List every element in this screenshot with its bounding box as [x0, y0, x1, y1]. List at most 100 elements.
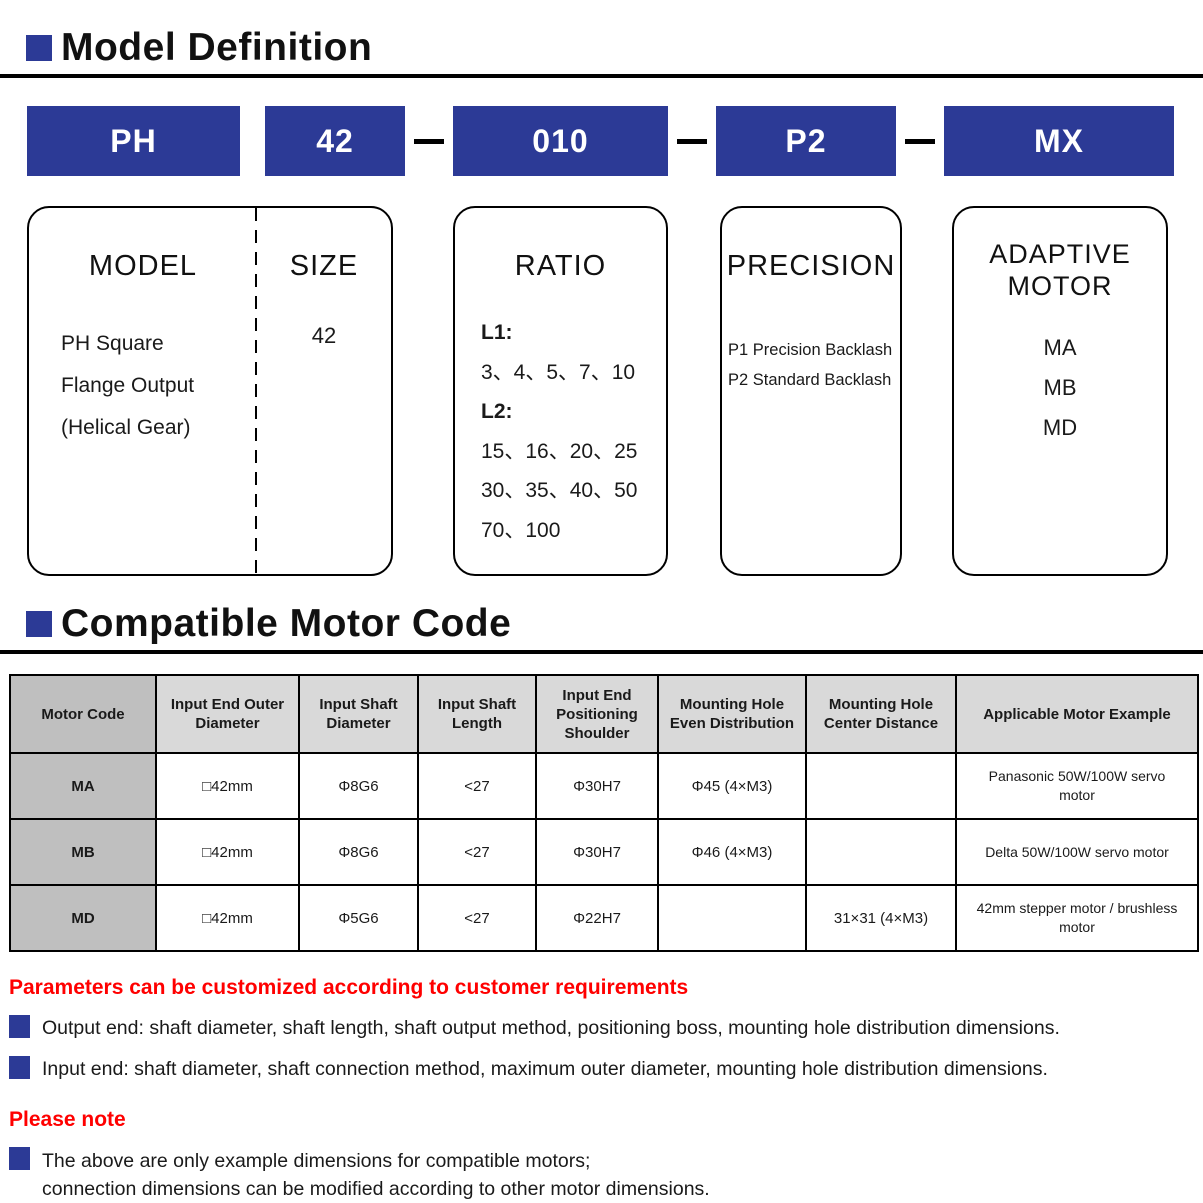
- size-column-title: SIZE: [289, 250, 359, 282]
- table-cell: Φ46 (4×M3): [657, 818, 807, 886]
- table-row-md: MD □42mm Φ5G6 <27 Φ22H7 31×31 (4×M3) 42m…: [9, 884, 1199, 952]
- cell-motor-example: Delta 50W/100W servo motor: [955, 818, 1199, 886]
- model-code-row: PH 42 010 P2 MX: [27, 106, 1203, 176]
- output-end-note-text: Output end: shaft diameter, shaft length…: [42, 1017, 1060, 1039]
- model-description-line: Flange Output: [61, 374, 195, 397]
- compatible-motor-table: Motor Code Input End Outer Diameter Inpu…: [9, 674, 1199, 952]
- precision-definition-box: PRECISION P1 Precision Backlash P2 Stand…: [720, 206, 902, 576]
- code-separator-dash: [896, 138, 944, 144]
- model-description-line: (Helical Gear): [61, 416, 191, 439]
- cell-motor-code: MA: [9, 752, 157, 820]
- ratio-definition-box: RATIO L1: 3、4、5、7、10 L2: 15、16、20、25 30、…: [453, 206, 668, 576]
- table-cell: □42mm: [155, 752, 300, 820]
- example-dimensions-note: The above are only example dimensions fo…: [9, 1147, 1203, 1203]
- code-box-size: 42: [265, 106, 405, 176]
- table-cell: <27: [417, 884, 537, 952]
- adaptive-motor-title-line1: ADAPTIVE: [989, 239, 1131, 269]
- col-header-mounting-hole-even-distribution: Mounting Hole Even Distribution: [657, 674, 807, 754]
- ratio-l1-values: 3、4、5、7、10: [481, 360, 636, 384]
- note-line-1: The above are only example dimensions fo…: [42, 1150, 591, 1172]
- table-cell: <27: [417, 752, 537, 820]
- table-cell: Φ8G6: [298, 818, 419, 886]
- ratio-title: RATIO: [514, 250, 607, 282]
- example-dimensions-note-text: The above are only example dimensions fo…: [42, 1147, 710, 1203]
- cell-motor-example: 42mm stepper motor / brushless motor: [955, 884, 1199, 952]
- blue-square-bullet-icon: [9, 1015, 30, 1038]
- col-header-applicable-motor-example: Applicable Motor Example: [955, 674, 1199, 754]
- table-cell: <27: [417, 818, 537, 886]
- please-note-title: Please note: [9, 1108, 126, 1131]
- model-column-title: MODEL: [88, 250, 198, 282]
- cell-motor-example: Panasonic 50W/100W servo motor: [955, 752, 1199, 820]
- table-cell: Φ30H7: [535, 818, 659, 886]
- blue-square-bullet-icon: [26, 611, 52, 637]
- ratio-values: L1: 3、4、5、7、10 L2: 15、16、20、25 30、35、40、…: [481, 313, 666, 550]
- table-cell: □42mm: [155, 884, 300, 952]
- table-cell: [805, 752, 957, 820]
- precision-option-p1: P1 Precision Backlash: [728, 341, 893, 359]
- model-description-line: PH Square: [61, 332, 164, 355]
- model-definition-header: Model Definition: [0, 0, 1203, 70]
- input-end-note: Input end: shaft diameter, shaft connect…: [9, 1056, 1203, 1082]
- adaptive-motor-option: MA: [1043, 335, 1077, 360]
- code-box-adaptive-motor: MX: [944, 106, 1174, 176]
- precision-title: PRECISION: [726, 250, 896, 282]
- customization-note-title: Parameters can be customized according t…: [9, 976, 689, 999]
- col-header-input-end-outer-diameter: Input End Outer Diameter: [155, 674, 300, 754]
- table-cell: Φ22H7: [535, 884, 659, 952]
- code-separator-dash: [668, 138, 716, 144]
- blue-square-bullet-icon: [26, 35, 52, 61]
- table-cell: Φ8G6: [298, 752, 419, 820]
- col-header-input-shaft-diameter: Input Shaft Diameter: [298, 674, 419, 754]
- adaptive-motor-option: MB: [1043, 375, 1077, 400]
- table-cell: Φ45 (4×M3): [657, 752, 807, 820]
- code-separator-dash: [405, 138, 453, 144]
- table-row-mb: MB □42mm Φ8G6 <27 Φ30H7 Φ46 (4×M3) Delta…: [9, 818, 1199, 886]
- col-header-input-shaft-length: Input Shaft Length: [417, 674, 537, 754]
- cell-motor-code: MB: [9, 818, 157, 886]
- notes-section: Parameters can be customized according t…: [9, 976, 1203, 1203]
- note-line-2: connection dimensions can be modified ac…: [42, 1178, 710, 1200]
- blue-square-bullet-icon: [9, 1147, 30, 1170]
- compatible-motor-code-header: Compatible Motor Code: [0, 576, 1203, 646]
- table-cell: □42mm: [155, 818, 300, 886]
- ratio-l1-label: L1:: [481, 321, 513, 344]
- model-column: MODEL PH Square Flange Output (Helical G…: [29, 208, 257, 574]
- ratio-l2-label: L2:: [481, 400, 513, 423]
- model-size-definition-box: MODEL PH Square Flange Output (Helical G…: [27, 206, 393, 576]
- table-cell: Φ5G6: [298, 884, 419, 952]
- precision-option-p2: P2 Standard Backlash: [728, 371, 892, 389]
- input-end-note-text: Input end: shaft diameter, shaft connect…: [42, 1058, 1048, 1080]
- ratio-l2-values-line: 30、35、40、50: [481, 479, 638, 502]
- adaptive-motor-options: MA MB MD: [954, 328, 1166, 448]
- col-header-mounting-hole-center-distance: Mounting Hole Center Distance: [805, 674, 957, 754]
- table-cell: [805, 818, 957, 886]
- section-divider-line: [0, 650, 1203, 654]
- ratio-l2-values-line: 70、100: [481, 518, 561, 542]
- table-cell: Φ30H7: [535, 752, 659, 820]
- table-cell: 31×31 (4×M3): [805, 884, 957, 952]
- code-box-ratio: 010: [453, 106, 668, 176]
- ratio-l2-values-line: 15、16、20、25: [481, 439, 638, 463]
- adaptive-motor-title-line2: MOTOR: [1007, 271, 1113, 301]
- col-header-motor-code: Motor Code: [9, 674, 157, 754]
- table-row-ma: MA □42mm Φ8G6 <27 Φ30H7 Φ45 (4×M3) Panas…: [9, 752, 1199, 820]
- adaptive-motor-option: MD: [1042, 415, 1078, 440]
- blue-square-bullet-icon: [9, 1056, 30, 1079]
- section-title-compatible-motor-code: Compatible Motor Code: [61, 602, 512, 645]
- dashed-divider: [255, 208, 257, 574]
- size-value: 42: [311, 323, 337, 348]
- code-box-precision: P2: [716, 106, 896, 176]
- definition-boxes-row: MODEL PH Square Flange Output (Helical G…: [27, 206, 1203, 576]
- size-column: SIZE 42: [257, 208, 391, 574]
- adaptive-motor-title: ADAPTIVE MOTOR: [954, 238, 1166, 302]
- section-divider-line: [0, 74, 1203, 78]
- model-description: PH Square Flange Output (Helical Gear): [61, 323, 257, 449]
- output-end-note: Output end: shaft diameter, shaft length…: [9, 1015, 1203, 1041]
- table-cell: [657, 884, 807, 952]
- table-header-row: Motor Code Input End Outer Diameter Inpu…: [9, 674, 1199, 754]
- adaptive-motor-definition-box: ADAPTIVE MOTOR MA MB MD: [952, 206, 1168, 576]
- col-header-input-end-positioning-shoulder: Input End Positioning Shoulder: [535, 674, 659, 754]
- code-box-model: PH: [27, 106, 240, 176]
- section-title-model-definition: Model Definition: [61, 26, 373, 69]
